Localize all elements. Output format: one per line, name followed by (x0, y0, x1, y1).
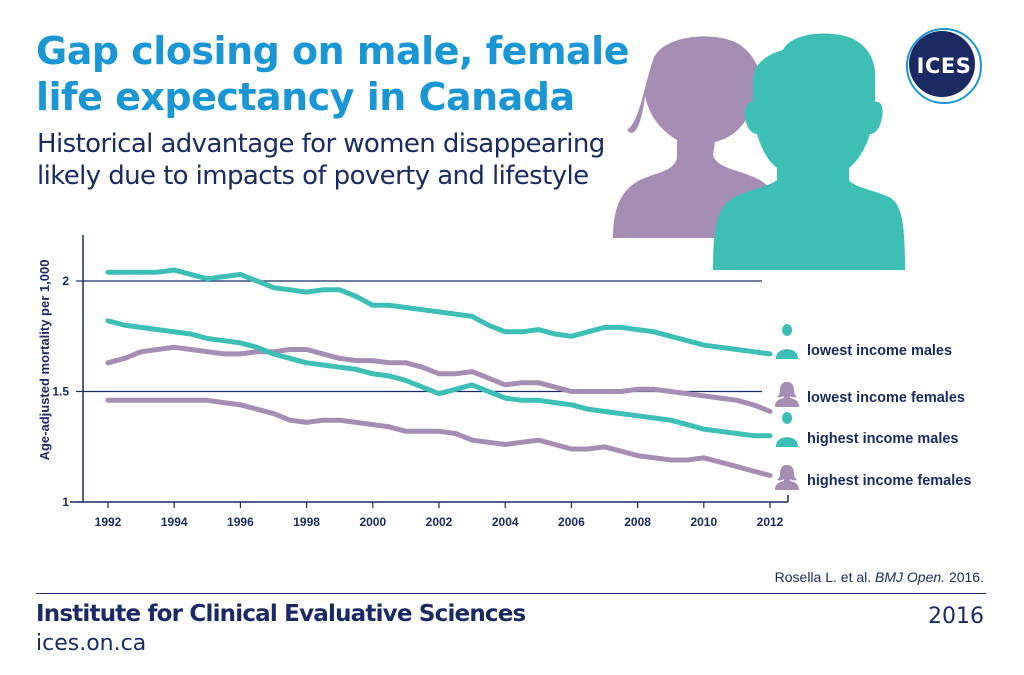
chart-axes (70, 235, 789, 503)
chart-ticks: 1992 1994 1996 1998 2000 2002 2004 2006 2008 2010… (52, 274, 783, 529)
legend-label-0: lowest income males (807, 343, 952, 359)
female-legend-icon (775, 382, 799, 407)
legend-label-1: lowest income females (807, 390, 965, 406)
legend-item-2: highest income males (776, 412, 959, 447)
x-tick-label-2006: 2006 (558, 515, 585, 529)
series-line-highest-income-females (105, 397, 773, 478)
y-tick-label-1: 1 (62, 495, 69, 509)
organization-name: Institute for Clinical Evaluative Scienc… (36, 601, 526, 627)
legend-item-1: lowest income females (775, 382, 965, 407)
x-tick-label-1998: 1998 (293, 515, 320, 529)
ices-logo-text: ICES (916, 54, 972, 78)
series-line-lowest-income-females (105, 344, 773, 414)
legend-item-3: highest income females (775, 465, 971, 490)
x-tick-label-1996: 1996 (227, 515, 254, 529)
x-tick-label-2004: 2004 (492, 515, 519, 529)
subtitle-line-2: likely due to impacts of poverty and lif… (37, 161, 589, 191)
series-line-lowest-income-males (105, 267, 773, 357)
x-tick-label-2000: 2000 (359, 515, 386, 529)
source-year: 2016. (948, 569, 984, 585)
title-line-2: life expectancy in Canada (36, 75, 575, 119)
series-line-highest-income-males (105, 318, 773, 439)
male-silhouette-icon (713, 33, 905, 270)
page-title: Gap closing on male, female life expecta… (36, 28, 636, 120)
x-tick-label-2008: 2008 (624, 515, 651, 529)
legend-item-0: lowest income males (776, 324, 952, 359)
y-tick-label-1.5: 1.5 (52, 385, 69, 399)
website-link[interactable]: ices.on.ca (36, 631, 147, 656)
x-tick-label-2010: 2010 (690, 515, 717, 529)
female-legend-icon (775, 465, 799, 490)
male-legend-icon (776, 324, 798, 359)
legend-label-2: highest income males (807, 431, 959, 447)
source-authors: Rosella L. et al. (774, 569, 872, 585)
female-silhouette-icon (613, 36, 785, 240)
legend-label-3: highest income females (807, 473, 971, 489)
chart-series (105, 267, 773, 478)
footer-divider (36, 593, 986, 594)
y-tick-label-2: 2 (62, 274, 69, 288)
y-axis-label: Age-adjusted mortality per 1,000 (37, 260, 52, 461)
x-tick-label-1992: 1992 (95, 515, 122, 529)
title-line-1: Gap closing on male, female (36, 29, 629, 73)
x-tick-label-1994: 1994 (161, 515, 188, 529)
source-citation: Rosella L. et al. BMJ Open. 2016. (775, 569, 984, 585)
ices-logo (906, 28, 982, 104)
footer-year: 2016 (928, 604, 984, 629)
page-subtitle: Historical advantage for women disappear… (37, 128, 637, 192)
chart-legend: lowest income males lowest income females… (775, 324, 971, 490)
silhouettes-graphic (613, 33, 905, 270)
line-chart: 1992 1994 1996 1998 2000 2002 2004 2006 2008 2010… (37, 235, 971, 529)
subtitle-line-1: Historical advantage for women disappear… (37, 129, 605, 159)
x-tick-label-2002: 2002 (426, 515, 453, 529)
male-legend-icon (776, 412, 798, 447)
source-journal: BMJ Open. (875, 569, 946, 585)
x-tick-label-2012: 2012 (757, 515, 784, 529)
chart-grid (83, 280, 762, 393)
